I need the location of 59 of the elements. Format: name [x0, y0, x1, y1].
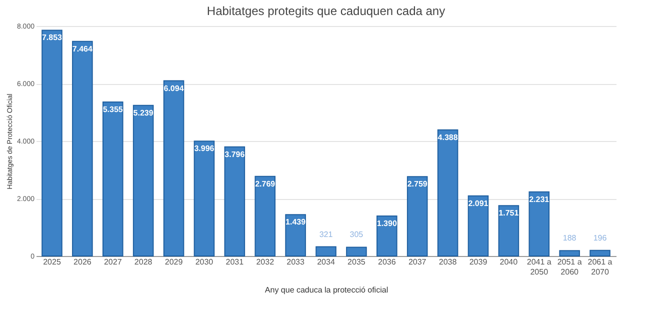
data-label: 305	[350, 230, 364, 240]
data-label: 5.355	[102, 105, 124, 114]
data-label: 2.231	[529, 194, 550, 204]
bar	[590, 250, 610, 256]
data-label: 2.759	[407, 180, 428, 189]
data-label: 2.769	[255, 179, 276, 188]
bar	[254, 176, 276, 256]
data-label: 1.390	[376, 219, 398, 228]
bar	[42, 30, 62, 256]
data-label: 1.751	[498, 208, 520, 218]
x-tick-label: 2033	[286, 258, 306, 266]
x-tick-label: 2029	[164, 258, 184, 266]
data-label: 4.388	[438, 132, 458, 142]
bar	[163, 80, 184, 256]
bar	[132, 104, 154, 256]
bar	[316, 246, 336, 256]
x-tick-label: 2030	[195, 258, 214, 266]
bar	[528, 191, 550, 256]
x-tick-label: 2028	[134, 258, 153, 266]
x-tick-label: 2027	[104, 258, 122, 266]
data-label: 2.091	[468, 198, 489, 208]
data-label: 1.439	[286, 218, 306, 227]
data-label: 5.239	[133, 108, 154, 118]
x-tick-label: 2025	[43, 258, 62, 266]
bar	[346, 246, 367, 256]
x-tick-label: 2037	[408, 258, 427, 266]
x-tick-label: 2035	[348, 258, 366, 266]
bar	[559, 250, 580, 256]
data-label: 321	[319, 230, 334, 239]
bar	[468, 195, 489, 256]
bar	[406, 176, 428, 256]
chart-title: Habitatges protegits que caduquen cada any	[206, 4, 446, 18]
data-label: 3.796	[224, 150, 246, 159]
bar	[376, 216, 398, 256]
data-label: 7.464	[72, 44, 93, 54]
x-tick-label: 2040	[500, 258, 518, 266]
data-label: 3.996	[194, 144, 215, 154]
x-tick-label: 2031	[226, 258, 244, 266]
x-tick-label: 2026	[74, 258, 92, 266]
x-axis-title: Any que caduca la protecció oficial	[264, 286, 388, 294]
bar	[285, 214, 306, 256]
x-tick-label: 2036	[378, 258, 396, 266]
data-label: 196	[593, 233, 608, 242]
x-tick-label: 2038	[438, 258, 458, 266]
x-tick-label: 2061 a 2070	[588, 258, 613, 276]
bar	[498, 205, 520, 256]
data-label: 188	[562, 234, 577, 243]
x-tick-label: 2041 a 2050	[526, 258, 552, 276]
x-tick-label: 2032	[256, 258, 275, 266]
bar	[72, 40, 93, 256]
x-tick-label: 2034	[317, 258, 336, 266]
bar	[102, 102, 124, 256]
x-tick-label: 2039	[469, 258, 488, 266]
data-label: 6.094	[164, 84, 184, 93]
data-label: 7.853	[42, 33, 63, 42]
bar	[224, 146, 246, 256]
bar	[437, 129, 458, 256]
bar	[194, 140, 215, 256]
x-tick-label: 2051 a 2060	[557, 258, 582, 276]
